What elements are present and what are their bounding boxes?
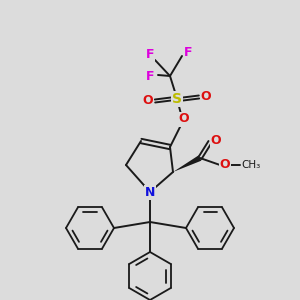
Text: O: O <box>211 134 221 146</box>
Text: O: O <box>143 94 153 107</box>
Text: CH₃: CH₃ <box>241 160 260 170</box>
Text: F: F <box>146 49 154 62</box>
Text: O: O <box>201 91 211 103</box>
Text: S: S <box>172 92 182 106</box>
Text: N: N <box>145 185 155 199</box>
Text: F: F <box>146 70 154 83</box>
Text: S: S <box>172 92 182 106</box>
Text: O: O <box>179 112 189 125</box>
Text: F: F <box>184 46 192 59</box>
Text: O: O <box>220 158 230 172</box>
Polygon shape <box>173 155 201 172</box>
